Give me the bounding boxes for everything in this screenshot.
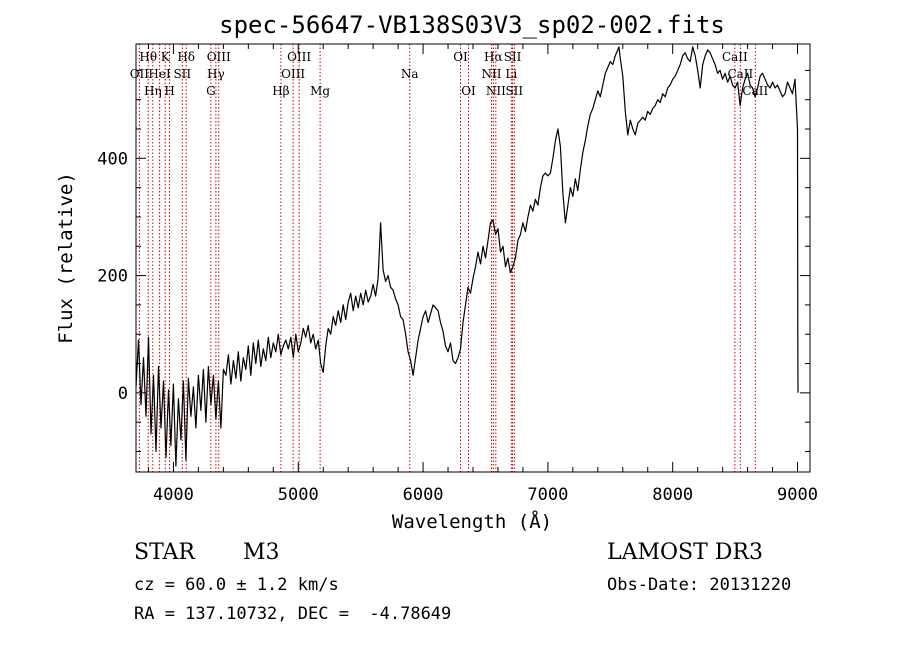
spectral-line-label: SII (505, 84, 523, 98)
object-subclass: M3 (243, 540, 280, 565)
x-tick-label: 5000 (278, 485, 319, 505)
spectral-lines-layer (138, 44, 756, 472)
axis-ticks: 4000 5000 6000 7000 8000 9000 0 200 400 (97, 44, 818, 505)
spectral-line-label: Mg (310, 84, 330, 98)
spectral-line-label: Hη (144, 84, 162, 98)
spectral-line-label: H (164, 84, 174, 98)
spectral-line-label: Hδ (177, 50, 195, 64)
x-tick-label: 9000 (777, 485, 818, 505)
spectral-line-label: NII (481, 67, 501, 81)
y-tick-label: 0 (118, 384, 128, 404)
spectral-line-label: CaII (722, 50, 748, 64)
spectral-line-label: CaII (727, 67, 753, 81)
x-axis-label: Wavelength (Å) (392, 510, 552, 533)
spectral-line-label: K (161, 50, 171, 64)
spectral-line-label: OI (461, 84, 476, 98)
y-axis-label: Flux (relative) (55, 172, 77, 344)
x-tick-label: 6000 (403, 485, 444, 505)
spectral-line-label: NII (486, 84, 506, 98)
spectral-line-label: CaII (742, 84, 768, 98)
observation-date: Obs-Date: 20131220 (607, 575, 792, 595)
spectral-line-label: OIII (287, 50, 311, 64)
chart-title: spec-56647-VB138S03V3_sp02-002.fits (219, 11, 725, 39)
y-tick-label: 400 (97, 149, 128, 169)
spectral-line-label: SII (173, 67, 191, 81)
spectral-line-labels: OII Hθ Hη HeI K H SII Hδ G Hγ OIII Hβ OIII OIII Mg Na OI… (130, 50, 769, 98)
spectrum-line (135, 46, 799, 467)
spectral-line-label: Hα (484, 50, 503, 64)
spectral-line-label: HeI (148, 67, 171, 81)
spectral-line-label: OIII (207, 50, 231, 64)
x-tick-label: 4000 (153, 485, 194, 505)
spectral-line-label: Hθ (139, 50, 157, 64)
object-class: STAR (134, 540, 195, 565)
spectral-line-label: OIII (281, 67, 305, 81)
spectral-line-label: Hβ (272, 84, 289, 98)
spectral-line-label: G (206, 84, 216, 98)
survey-name: LAMOST DR3 (607, 540, 763, 565)
spectral-line-label: Na (401, 67, 419, 81)
spectral-line-label: OI (453, 50, 468, 64)
y-tick-label: 200 (97, 267, 128, 287)
x-tick-label: 7000 (527, 485, 568, 505)
coordinates-readout: RA = 137.10732, DEC = -4.78649 (134, 604, 452, 624)
redshift-readout: cz = 60.0 ± 1.2 km/s (134, 575, 339, 595)
plot-frame (135, 43, 811, 473)
x-tick-label: 8000 (652, 485, 693, 505)
spectral-line-label: Li (505, 67, 517, 81)
spectral-line-label: SII (504, 50, 522, 64)
spectral-line-label: OII (130, 67, 150, 81)
spectral-line-label: Hγ (207, 67, 225, 81)
